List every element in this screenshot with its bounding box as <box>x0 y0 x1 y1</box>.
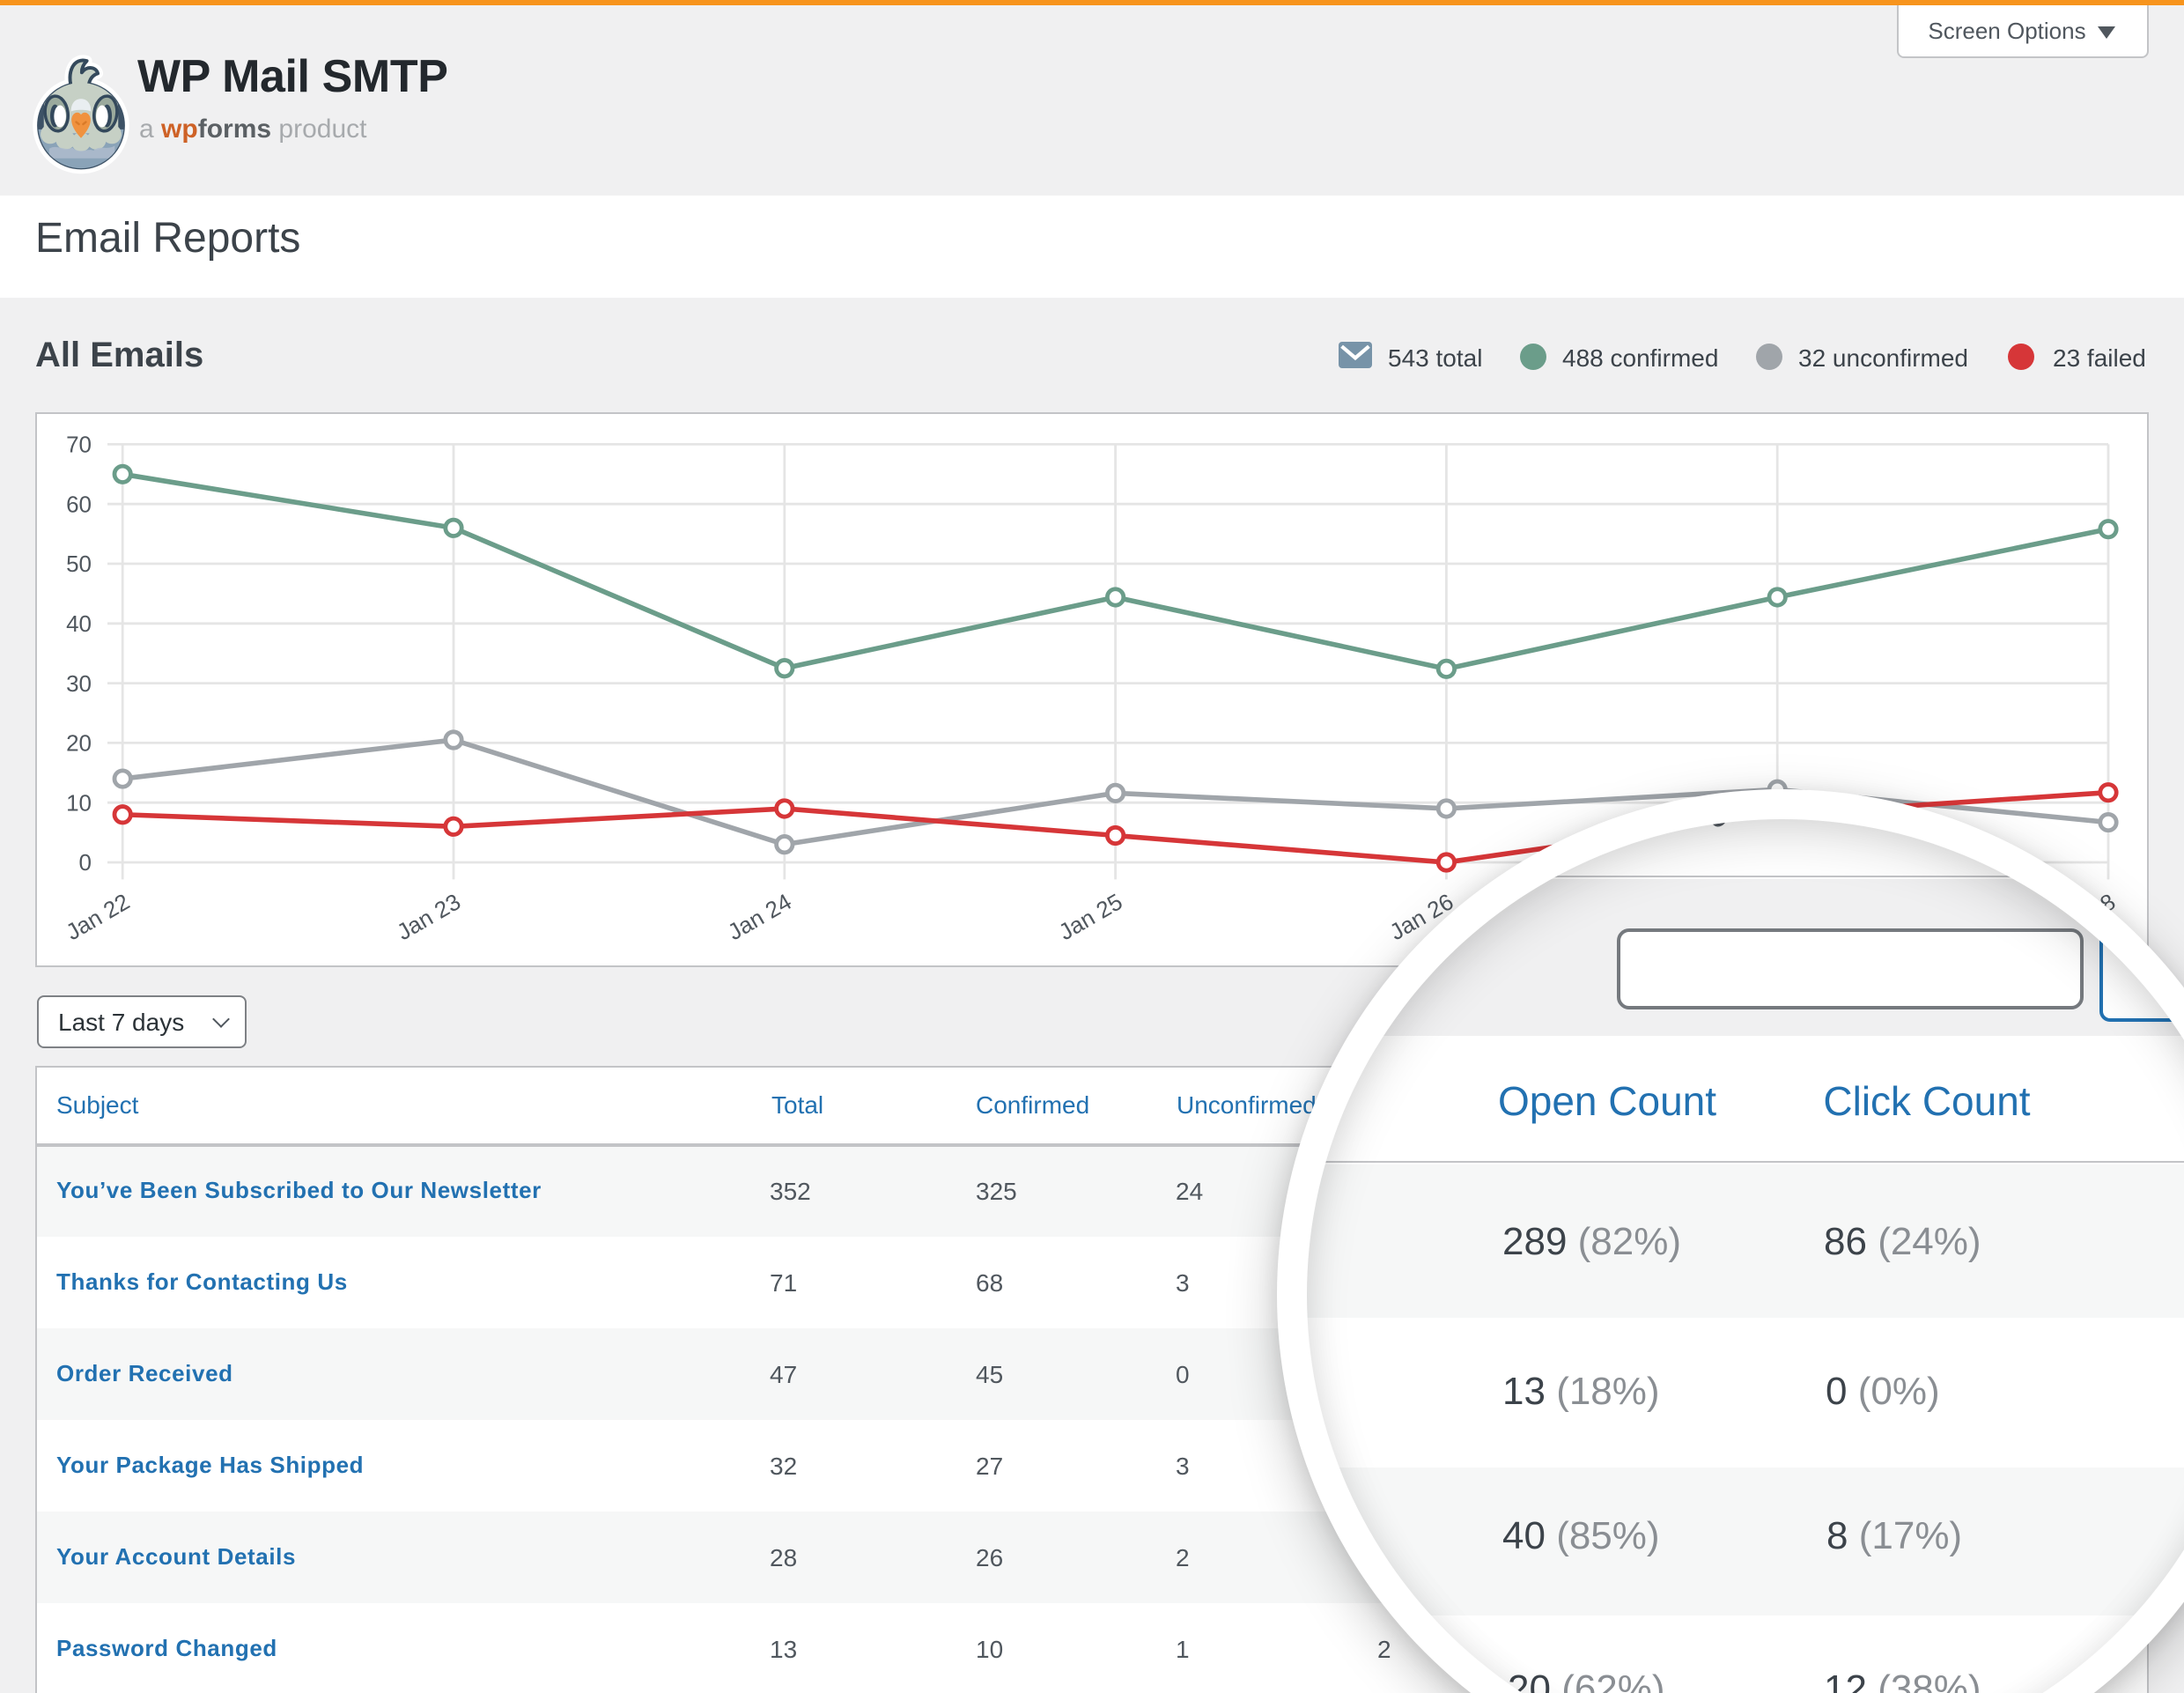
svg-text:Jan 22: Jan 22 <box>62 887 135 944</box>
svg-text:20: 20 <box>66 729 92 756</box>
svg-text:60: 60 <box>66 490 92 516</box>
svg-text:0: 0 <box>79 848 92 875</box>
svg-text:40: 40 <box>66 610 92 636</box>
svg-text:10: 10 <box>66 788 92 815</box>
svg-text:Jan 23: Jan 23 <box>392 887 465 944</box>
svg-text:70: 70 <box>66 431 92 457</box>
svg-text:50: 50 <box>66 550 92 576</box>
svg-text:30: 30 <box>66 669 92 696</box>
svg-text:Jan 25: Jan 25 <box>1054 887 1127 944</box>
svg-text:Jan 24: Jan 24 <box>723 887 796 944</box>
